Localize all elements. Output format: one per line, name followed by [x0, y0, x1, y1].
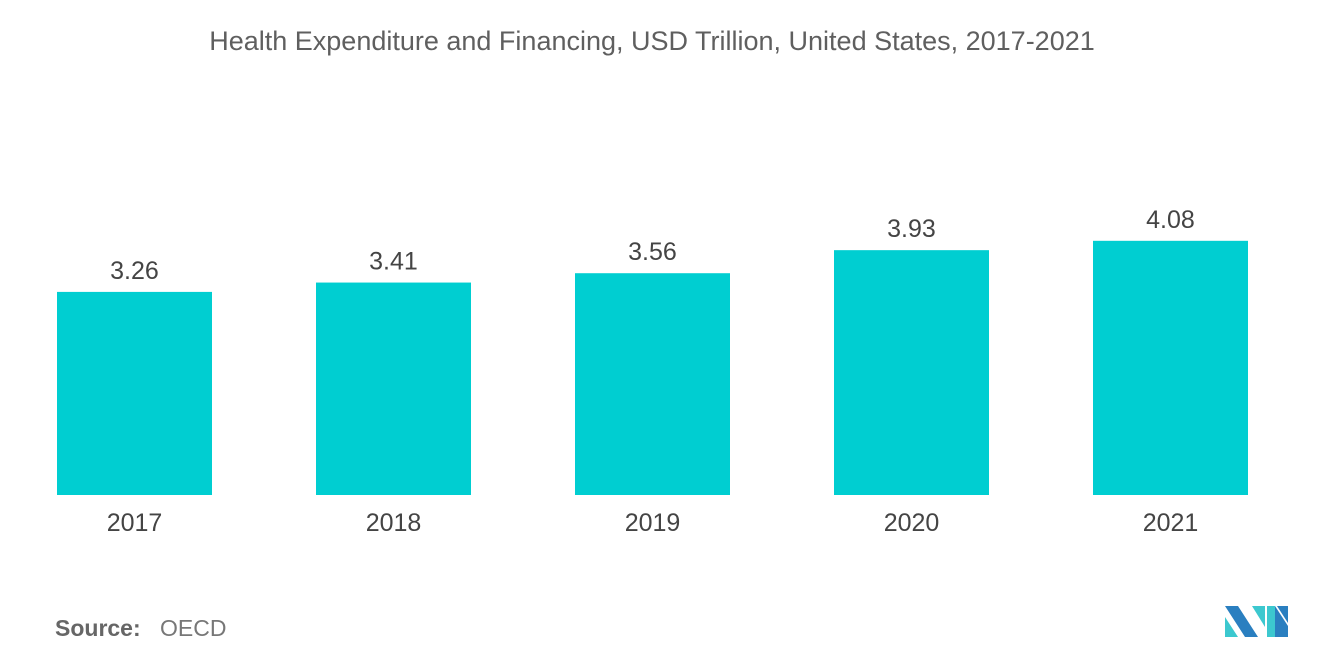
- chart-title: Health Expenditure and Financing, USD Tr…: [209, 26, 1095, 56]
- bar-2019: [575, 273, 730, 495]
- bar-2018: [316, 282, 471, 495]
- data-label: 4.08: [1146, 206, 1195, 234]
- data-label: 3.56: [628, 238, 677, 266]
- x-tick-label: 2019: [625, 509, 681, 537]
- x-tick-label: 2020: [884, 509, 940, 537]
- source-label: Source:: [55, 615, 141, 641]
- data-label: 3.93: [887, 215, 936, 243]
- mordor-intelligence-logo: [1225, 606, 1288, 637]
- x-tick-label: 2021: [1143, 509, 1199, 537]
- data-label: 3.26: [110, 257, 159, 285]
- data-label: 3.41: [369, 248, 418, 276]
- x-tick-label: 2017: [107, 509, 163, 537]
- bar-2021: [1093, 240, 1248, 495]
- source-value: OECD: [160, 615, 226, 641]
- bar-2020: [834, 250, 989, 495]
- x-tick-label: 2018: [366, 509, 422, 537]
- bar-2017: [57, 291, 212, 495]
